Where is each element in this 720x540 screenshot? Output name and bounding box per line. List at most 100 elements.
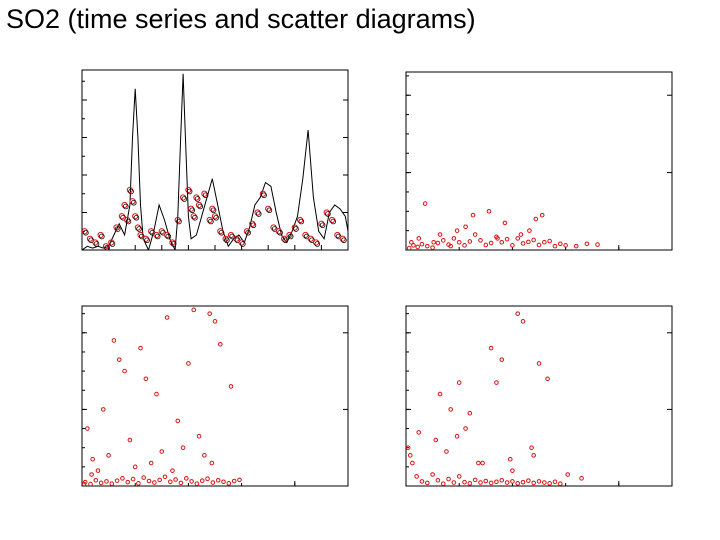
timeseries-obs-marker bbox=[206, 216, 213, 224]
scatter-all-point bbox=[180, 445, 186, 451]
timeseries-model-marker bbox=[154, 233, 161, 240]
timeseries-obs-marker bbox=[92, 239, 99, 246]
scatter-night-point bbox=[478, 480, 483, 485]
timeseries-obs-marker bbox=[243, 228, 251, 235]
timeseries-obs-marker bbox=[158, 228, 165, 235]
timeseries-obs-marker bbox=[227, 231, 235, 239]
scatter-night-point bbox=[480, 460, 485, 466]
scatter-night-point bbox=[520, 319, 526, 324]
scatter-all-point bbox=[186, 361, 191, 366]
scatter-day-point bbox=[531, 237, 536, 243]
scatter-night-point bbox=[515, 311, 521, 316]
scatter-day-point bbox=[440, 238, 446, 243]
scatter-all-point bbox=[152, 480, 157, 485]
timeseries-obs-marker bbox=[169, 239, 176, 246]
timeseries-obs-marker bbox=[339, 235, 346, 242]
scatter-day-point bbox=[499, 239, 505, 245]
scatter-day-point bbox=[536, 242, 542, 248]
timeseries-obs-marker bbox=[132, 213, 139, 220]
scatter-all-point bbox=[122, 368, 127, 374]
timeseries-obs-marker bbox=[86, 235, 94, 242]
timeseries-model-marker bbox=[287, 233, 294, 240]
scatter-all-point bbox=[143, 376, 149, 382]
scatter-day-point bbox=[515, 236, 521, 241]
timeseries-obs-marker bbox=[286, 231, 293, 239]
scatter-night-point bbox=[547, 481, 552, 486]
scatter-all-point bbox=[127, 437, 133, 443]
scatter-day-point bbox=[411, 243, 416, 248]
scatter-all-point bbox=[164, 315, 170, 320]
scatter-all-point bbox=[237, 477, 242, 483]
scatter-day-point bbox=[547, 238, 552, 244]
timeseries-obs-marker bbox=[193, 194, 200, 201]
scatter-day-point bbox=[415, 244, 421, 250]
timeseries-model-marker bbox=[128, 188, 134, 195]
timeseries-model-marker bbox=[197, 203, 204, 210]
timeseries-model-marker bbox=[255, 211, 262, 217]
timeseries-obs-marker bbox=[209, 205, 216, 212]
timeseries-obs-marker bbox=[222, 235, 229, 242]
timeseries-obs-marker bbox=[97, 231, 104, 239]
timeseries-obs-marker bbox=[334, 231, 341, 239]
scatter-night-point bbox=[510, 468, 515, 473]
scatter-all-point bbox=[130, 476, 136, 482]
scatter-all-point bbox=[170, 468, 175, 473]
timeseries-obs-marker bbox=[179, 194, 187, 201]
scatter-all-point bbox=[168, 479, 173, 485]
timeseries-obs-marker bbox=[302, 231, 309, 239]
timeseries-model-marker bbox=[240, 241, 246, 247]
scatter-night-point bbox=[433, 437, 439, 443]
scatter-day-point bbox=[510, 243, 515, 248]
timeseries-obs-marker bbox=[190, 213, 197, 220]
scatter-day-point bbox=[563, 243, 568, 248]
timeseries-obs-marker bbox=[82, 228, 88, 235]
scatter-all-point bbox=[207, 311, 212, 316]
scatter-all-point bbox=[205, 476, 210, 482]
scatter-night-panel bbox=[405, 305, 673, 487]
timeseries-obs-marker bbox=[254, 209, 261, 216]
timeseries-model-marker bbox=[93, 241, 100, 247]
scatter-night-point bbox=[510, 479, 515, 484]
timeseries-model-marker bbox=[250, 222, 257, 229]
scatter-night-point bbox=[515, 481, 521, 486]
timeseries-obs-marker bbox=[195, 201, 203, 209]
scatter-all-point bbox=[210, 480, 216, 485]
scatter-day-point bbox=[419, 241, 425, 247]
scatter-night-point bbox=[416, 430, 422, 435]
slide-title: SO2 (time series and scatter diagrams) bbox=[6, 4, 476, 34]
scatter-night-point bbox=[552, 479, 558, 485]
timeseries-model-marker bbox=[213, 214, 220, 221]
scatter-day-point bbox=[552, 243, 558, 249]
timeseries-obs-marker bbox=[113, 224, 120, 231]
scatter-all-point bbox=[111, 338, 117, 343]
scatter-all-point bbox=[228, 384, 234, 389]
scatter-day-point bbox=[488, 240, 494, 246]
timeseries-obs-marker bbox=[148, 228, 155, 235]
scatter-all-point bbox=[191, 307, 197, 313]
timeseries-obs-marker bbox=[201, 190, 208, 197]
scatter-night-point bbox=[531, 480, 536, 486]
scatter-night-point bbox=[499, 357, 505, 362]
timeseries-obs-marker bbox=[185, 186, 192, 194]
scatter-all-point bbox=[183, 476, 189, 481]
scatter-all-point bbox=[202, 453, 207, 458]
scatter-night-point bbox=[419, 479, 425, 484]
timeseries-model-marker bbox=[266, 207, 273, 214]
timeseries-model-marker bbox=[104, 244, 110, 250]
scatter-all-point bbox=[125, 479, 131, 485]
scatter-night-point bbox=[414, 474, 419, 479]
scatter-night-point bbox=[446, 476, 451, 482]
scatter-night-point bbox=[463, 426, 468, 431]
scatter-all-point bbox=[136, 481, 141, 486]
scatter-all-point bbox=[212, 319, 218, 324]
timeseries-model-marker bbox=[170, 241, 177, 247]
scatter-day-point bbox=[533, 216, 539, 222]
scatter-day-point bbox=[437, 232, 443, 237]
scatter-day-plot-frame bbox=[405, 71, 673, 251]
scatter-night-point bbox=[435, 477, 441, 483]
timeseries-obs-marker bbox=[323, 209, 330, 216]
scatter-night-point bbox=[531, 453, 536, 458]
scatter-night-point bbox=[430, 472, 435, 477]
scatter-night-point bbox=[545, 376, 550, 382]
